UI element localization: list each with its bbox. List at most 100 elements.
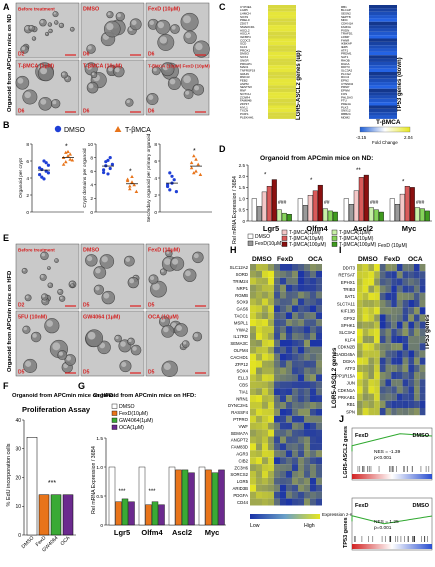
panel-h-cell bbox=[256, 381, 262, 389]
panel-h-cell bbox=[304, 450, 310, 458]
panel-i-cell bbox=[374, 307, 380, 315]
panel-i-gene: SPN bbox=[346, 409, 355, 414]
panel-g-bar bbox=[158, 504, 165, 526]
panel-h-cell bbox=[274, 298, 280, 306]
panel-h-cell bbox=[280, 381, 286, 389]
panel-h-cell bbox=[256, 457, 262, 465]
panel-d-hash: ### bbox=[278, 200, 287, 206]
panel-c-left-gene: ZFP37 bbox=[240, 102, 249, 106]
panel-h-cell bbox=[310, 270, 316, 278]
panel-h-gene: YWA2 bbox=[236, 327, 249, 332]
panel-i-cell bbox=[396, 343, 403, 351]
panel-h-gene: NRN1 bbox=[236, 396, 248, 401]
panel-i-cell bbox=[396, 271, 403, 279]
panel-c-right-gene: MDM2 bbox=[341, 115, 350, 119]
panel-i-cell bbox=[414, 264, 420, 272]
panel-i-cell bbox=[368, 314, 375, 322]
panel-d-tick-label: 0 bbox=[242, 219, 245, 224]
panel-h-gene: CIB2 bbox=[238, 458, 248, 463]
panel-c-right-cell bbox=[369, 98, 397, 103]
panel-i-cell bbox=[374, 386, 380, 394]
panel-h-cell bbox=[286, 353, 292, 361]
panel-h-cell bbox=[286, 326, 292, 333]
panel-h-cell bbox=[316, 457, 322, 465]
panel-h-cell bbox=[292, 339, 298, 347]
panel-c-right-cell bbox=[369, 78, 397, 83]
panel-d-bar bbox=[363, 174, 369, 222]
panel-h-cell bbox=[250, 291, 256, 299]
panel-e-organoid-lumen bbox=[160, 317, 166, 323]
panel-i-cell bbox=[379, 307, 386, 315]
panel-i-cell bbox=[362, 314, 369, 322]
panel-h-cell bbox=[316, 388, 322, 396]
panel-h-cell bbox=[250, 402, 256, 409]
panel-i-cell bbox=[408, 364, 414, 372]
panel-h-cell bbox=[250, 443, 256, 451]
panel-b-dmso-point bbox=[38, 166, 42, 170]
panel-g-expression-bars: Organoid from APCmin mice on HFD: Rel mR… bbox=[91, 393, 226, 537]
panel-h-cell bbox=[310, 353, 316, 361]
panel-i-cell bbox=[374, 300, 380, 308]
panel-h-cell bbox=[304, 422, 310, 430]
panel-h-cell bbox=[316, 477, 322, 485]
panel-d-bar bbox=[312, 190, 318, 222]
panel-i-gene: KIF13B bbox=[341, 309, 355, 314]
panel-c-left-gene: TNFRSF19 bbox=[240, 68, 256, 72]
panel-c-right-gene: PHLDA3 bbox=[341, 95, 353, 99]
panel-h-cell bbox=[268, 491, 274, 499]
panel-h-cell bbox=[268, 360, 274, 368]
panel-h-cell bbox=[280, 395, 286, 402]
panel-h-cell bbox=[286, 457, 292, 465]
panel-g-ylabel: Rel mRNA Expression / 36B4 bbox=[91, 446, 97, 514]
panel-i-cell bbox=[414, 343, 420, 351]
panel-h-gene: TACC1 bbox=[234, 313, 248, 318]
panel-c-legend-bar bbox=[359, 126, 411, 133]
panel-b-tbmca-point bbox=[61, 162, 66, 166]
panel-d-bar bbox=[271, 179, 277, 222]
panel-a-organoid-lumen bbox=[148, 94, 154, 100]
panel-h-cell bbox=[280, 305, 286, 313]
panel-j-right-label: DMSO bbox=[413, 503, 430, 509]
panel-i-cell bbox=[374, 321, 380, 329]
panel-d-bar bbox=[348, 203, 354, 222]
panel-h-cell bbox=[250, 450, 256, 458]
panel-d-bar bbox=[276, 209, 282, 222]
panel-h-cell bbox=[262, 402, 268, 409]
panel-b-significance: * bbox=[193, 148, 196, 155]
panel-i-cell bbox=[391, 372, 397, 380]
panel-i-cell bbox=[408, 307, 414, 315]
panel-b-dmso-point bbox=[102, 170, 106, 175]
panel-i-cell bbox=[368, 372, 375, 380]
panel-d-bar bbox=[302, 205, 308, 222]
panel-h-cell bbox=[298, 484, 304, 492]
panel-h-cell bbox=[304, 353, 310, 361]
panel-h-cell bbox=[298, 319, 304, 327]
panel-d-tick-label: 1.0 bbox=[239, 196, 246, 201]
panel-i-gene: DDIT3 bbox=[343, 265, 356, 270]
panel-h-cell bbox=[292, 333, 298, 340]
panel-d-bar bbox=[307, 195, 313, 222]
panel-e-tile-day: D5 bbox=[83, 303, 90, 309]
panel-i-cell bbox=[374, 314, 380, 322]
panel-h-cell bbox=[262, 298, 268, 306]
panel-c-right-cell bbox=[369, 95, 397, 99]
panel-h-cell bbox=[286, 408, 292, 416]
panel-h-cell bbox=[304, 319, 310, 327]
panel-c-left-cell bbox=[268, 18, 296, 22]
panel-c-right-gene: LRMP bbox=[341, 35, 349, 39]
panel-c-right-gene: EPNM bbox=[341, 89, 350, 93]
panel-e-organoid-lumen bbox=[120, 341, 126, 347]
panel-i-cell bbox=[357, 314, 363, 322]
panel-b-tbmca-point bbox=[68, 152, 72, 156]
panel-b-tick-label: 6 bbox=[90, 169, 93, 175]
panel-h-cell bbox=[310, 298, 316, 306]
panel-h-cell bbox=[286, 388, 292, 396]
panel-c-right-gene: MDC bbox=[341, 18, 349, 22]
panel-a-organoid-lumen bbox=[45, 32, 48, 35]
panel-h-cell bbox=[274, 264, 280, 271]
panel-c-left-cell bbox=[268, 11, 296, 16]
panel-i-cell bbox=[379, 343, 386, 351]
panel-h-cell bbox=[298, 374, 304, 382]
panel-f-bar bbox=[50, 494, 62, 536]
panel-c-left-cell bbox=[268, 35, 296, 39]
